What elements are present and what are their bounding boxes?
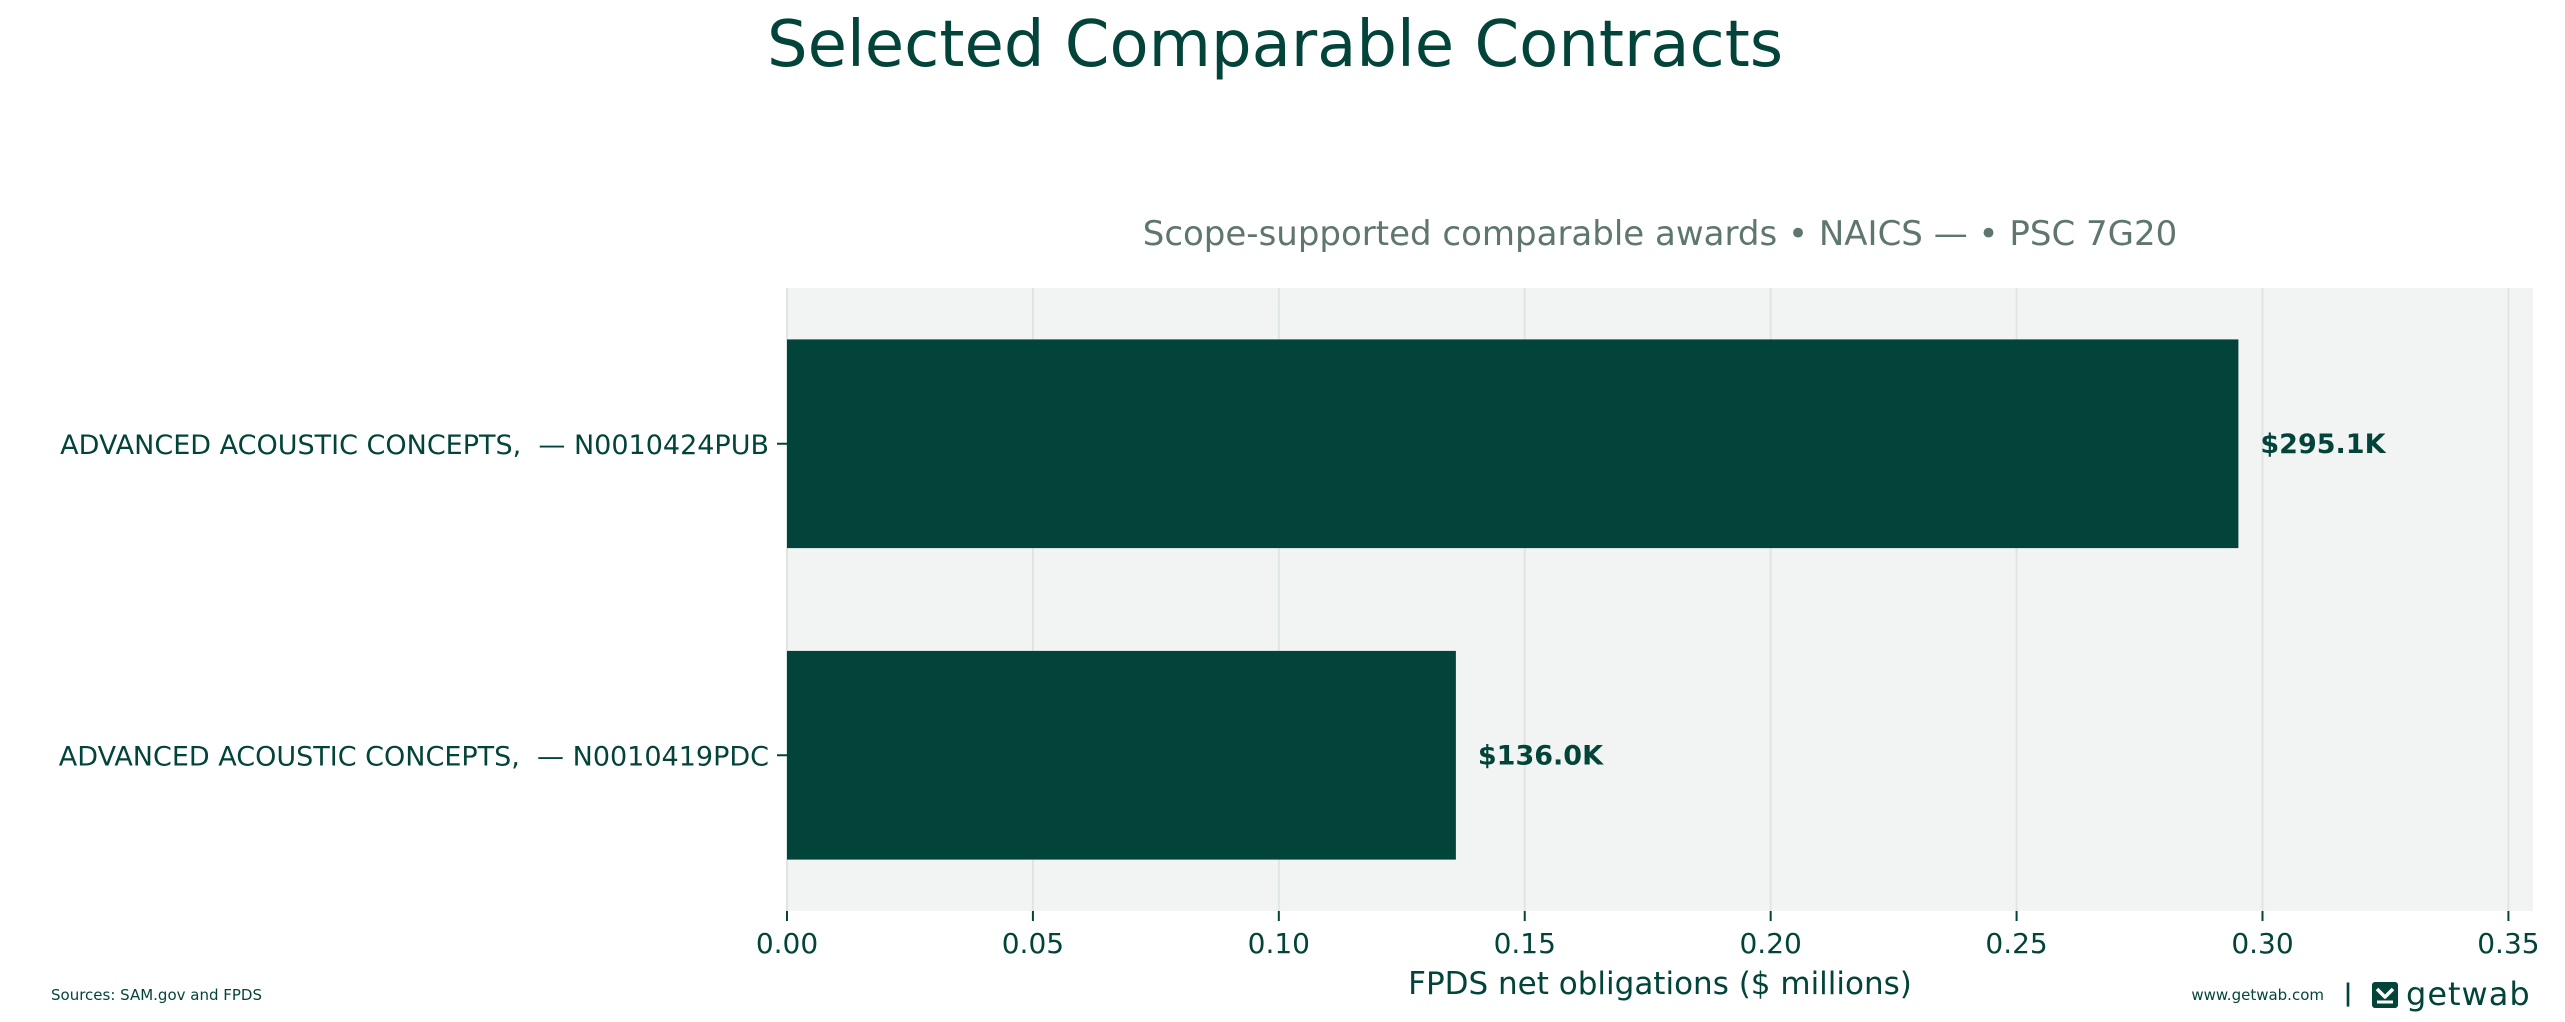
- bar: [787, 339, 2239, 549]
- bar-value-label: $136.0K: [1478, 740, 1604, 771]
- y-category-label: ADVANCED ACOUSTIC CONCEPTS, — N0010424PU…: [60, 430, 769, 461]
- y-category-label: ADVANCED ACOUSTIC CONCEPTS, — N0010419PD…: [59, 741, 769, 772]
- y-axis: ADVANCED ACOUSTIC CONCEPTS, — N0010424PU…: [59, 430, 787, 772]
- x-tick-label: 0.25: [1985, 927, 2047, 960]
- x-tick-label: 0.05: [1002, 927, 1064, 960]
- x-tick-label: 0.15: [1494, 927, 1556, 960]
- x-tick-label: 0.20: [1739, 927, 1801, 960]
- bar: [787, 650, 1456, 860]
- x-tick-label: 0.00: [756, 927, 818, 960]
- bars: $295.1K $136.0K: [787, 339, 2387, 860]
- chart-subtitle: Scope-supported comparable awards • NAIC…: [1143, 214, 2178, 254]
- x-axis: 0.00 0.05 0.10 0.15 0.20 0.25 0.30 0.35: [756, 911, 2540, 960]
- chart-title: Selected Comparable Contracts: [767, 8, 1783, 82]
- website-link[interactable]: www.getwab.com: [2191, 986, 2324, 1004]
- x-tick-label: 0.10: [1248, 927, 1310, 960]
- source-note: Sources: SAM.gov and FPDS: [51, 986, 262, 1004]
- x-tick-label: 0.30: [2231, 927, 2293, 960]
- footer-separator: |: [2344, 979, 2353, 1007]
- brand-name: getwab: [2406, 975, 2531, 1013]
- x-axis-title: FPDS net obligations ($ millions): [1408, 966, 1912, 1002]
- getwab-logo-icon: [2372, 982, 2398, 1008]
- x-tick-label: 0.35: [2477, 927, 2539, 960]
- bar-value-label: $295.1K: [2260, 429, 2386, 460]
